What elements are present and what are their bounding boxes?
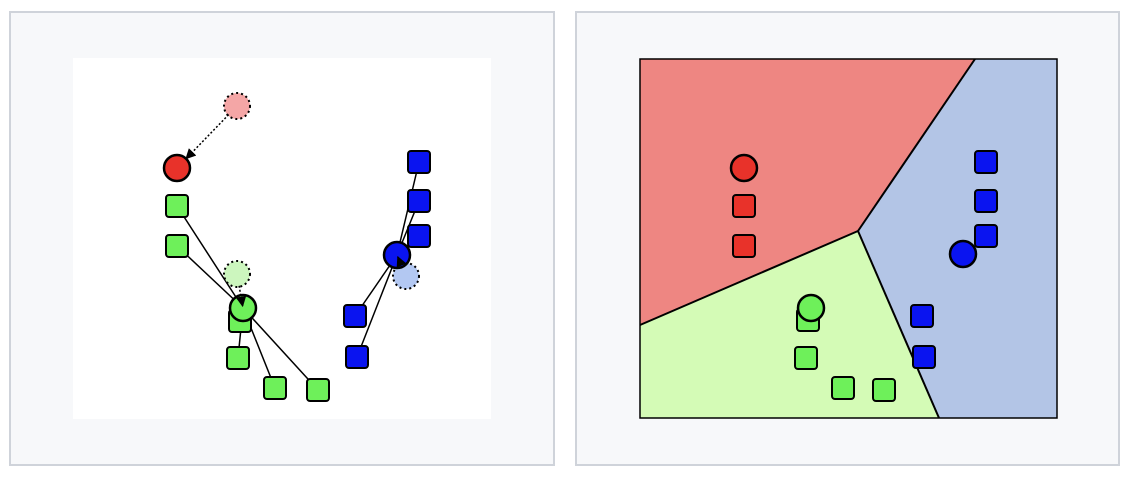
boundary-red-green [639, 230, 859, 326]
right-plot-frame [639, 58, 1058, 419]
data-point-green-5 [306, 378, 330, 402]
data-point-blue-9 [910, 304, 934, 328]
data-point-blue-7 [974, 189, 998, 213]
previous-centroid-green [223, 260, 251, 288]
left-previous-centroids [223, 92, 420, 290]
assignment-line-0 [176, 205, 244, 309]
shift-arrow-blue [396, 255, 407, 268]
data-point-blue-8 [974, 224, 998, 248]
data-point-green-4 [263, 376, 287, 400]
boundary-red-blue [857, 58, 976, 232]
data-point-blue-6 [974, 150, 998, 174]
assignment-line-5 [242, 307, 319, 391]
left-centroid-shift-arrows [185, 114, 407, 308]
data-point-red-0 [732, 194, 756, 218]
data-point-green-4 [831, 376, 855, 400]
data-point-green-5 [872, 378, 896, 402]
region-red [640, 59, 975, 325]
data-point-green-3 [794, 346, 818, 370]
previous-centroid-red [223, 92, 251, 120]
data-point-blue-10 [912, 345, 936, 369]
centroid-green [796, 293, 826, 323]
centroid-red [729, 153, 759, 183]
assignment-line-10 [356, 254, 398, 358]
shift-arrow-green [235, 285, 247, 308]
data-point-blue-8 [407, 224, 431, 248]
centroid-green [228, 293, 258, 323]
data-point-green-1 [165, 234, 189, 258]
region-green [640, 231, 939, 418]
centroid-blue [382, 240, 412, 270]
data-point-green-3 [226, 346, 250, 370]
region-blue [858, 59, 1057, 418]
data-point-green-0 [165, 194, 189, 218]
data-point-blue-7 [407, 189, 431, 213]
data-point-blue-10 [345, 345, 369, 369]
data-point-red-1 [732, 234, 756, 258]
centroid-red [162, 153, 192, 183]
data-point-blue-9 [343, 304, 367, 328]
right-plot-area [639, 58, 1058, 419]
right-centroids [729, 153, 978, 323]
centroid-blue [948, 239, 978, 269]
data-point-blue-6 [407, 150, 431, 174]
boundary-green-blue [857, 230, 940, 419]
